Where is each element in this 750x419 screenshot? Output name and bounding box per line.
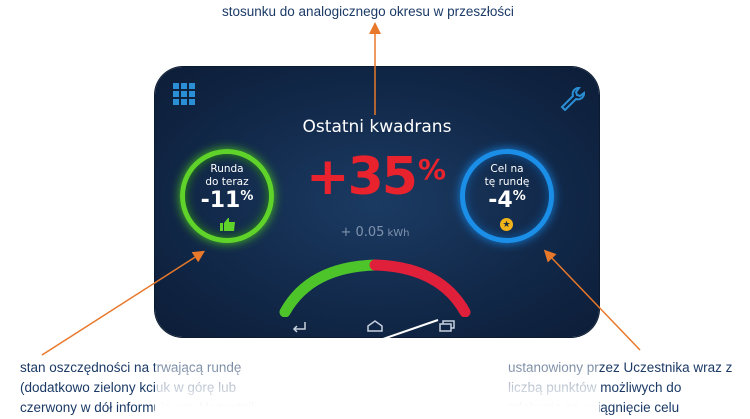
round-progress-unit: % — [240, 189, 254, 204]
reflection-fade — [155, 337, 599, 419]
main-change-value: +35% — [300, 147, 450, 207]
home-icon[interactable] — [366, 319, 384, 333]
recent-apps-icon[interactable] — [438, 319, 456, 333]
wrench-icon[interactable] — [559, 85, 585, 111]
energy-change: + 0.05 kWh — [300, 225, 450, 240]
page-title: Ostatni kwadrans — [302, 117, 452, 137]
round-goal-label-line: tę rundę — [484, 176, 530, 188]
round-progress-label: Runda do teraz — [185, 163, 269, 189]
annotation-top: stosunku do analogicznego okresu w przes… — [222, 4, 514, 19]
energy-change-unit: kWh — [387, 228, 410, 239]
main-change-number: +35 — [306, 147, 418, 207]
apps-grid-icon[interactable] — [173, 83, 195, 105]
savings-gauge — [279, 259, 471, 317]
round-goal-unit: % — [512, 189, 526, 204]
round-goal-label-line: Cel na — [490, 163, 524, 175]
round-goal-number: -4 — [488, 188, 513, 213]
round-progress-value: -11% — [185, 188, 269, 213]
round-goal-value: -4% — [465, 188, 549, 213]
energy-change-value: + 0.05 — [340, 225, 385, 240]
thumbs-up-icon — [220, 218, 235, 231]
device-screen: Ostatni kwadrans +35% + 0.05 kWh Runda do… — [155, 67, 599, 337]
round-progress-label-line: Runda — [210, 163, 244, 175]
back-icon[interactable] — [290, 319, 308, 333]
round-goal-ring: Cel na tę rundę -4% ★ — [460, 149, 554, 243]
round-progress-label-line: do teraz — [205, 176, 249, 188]
round-goal-label: Cel na tę rundę — [465, 163, 549, 189]
main-change-unit: % — [417, 153, 446, 186]
gauge-red-arc — [369, 259, 471, 317]
round-progress-number: -11 — [200, 188, 241, 213]
round-progress-ring: Runda do teraz -11% — [180, 149, 274, 243]
gauge-green-arc — [279, 259, 381, 317]
star-icon: ★ — [500, 218, 513, 231]
